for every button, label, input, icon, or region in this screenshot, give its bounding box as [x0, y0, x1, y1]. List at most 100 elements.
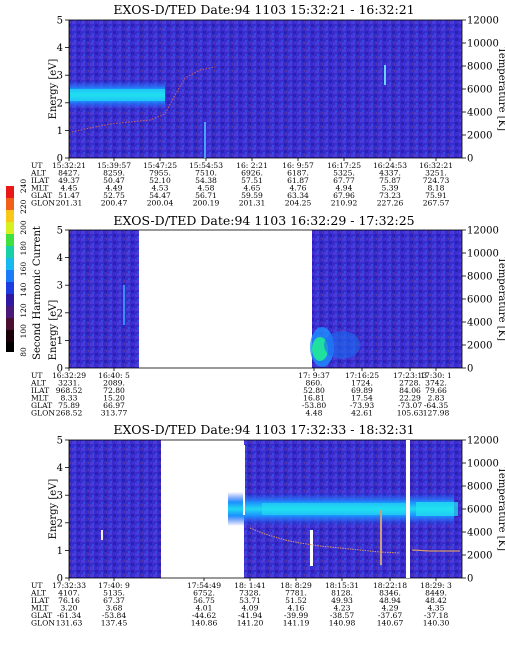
orbit-value: 141.20 — [237, 619, 264, 628]
orbit-value: 16:32:29 — [52, 371, 86, 380]
orbit-value: 79.66 — [425, 386, 447, 395]
temperature-tick-label: 0 — [467, 574, 473, 585]
orbit-value: 200.47 — [101, 199, 128, 208]
temperature-ticks: 0 2000 4000 6000 8000 10000 12000 — [462, 436, 499, 585]
energy-ticks: 0 1 2 3 4 5 — [57, 226, 69, 375]
orbit-value: -41.94 — [238, 611, 262, 620]
temperature-tick-label: 8000 — [467, 272, 492, 283]
orbit-value: 724.73 — [423, 176, 450, 185]
temperature-tick-label: 8000 — [467, 62, 492, 73]
energy-axis-label: Energy [eV] — [48, 479, 59, 540]
orbit-row-label: MLT — [31, 604, 48, 613]
orbit-value: 52.80 — [303, 386, 325, 395]
spike-mark — [101, 530, 103, 540]
orbit-value: 59.59 — [241, 191, 263, 200]
spike-mark — [384, 65, 386, 85]
orbit-row-label: UT — [31, 371, 42, 380]
colorbar-tick-label: 180 — [19, 241, 28, 256]
orbit-row-label: ILAT — [31, 176, 49, 185]
orbit-value: 15.20 — [103, 394, 125, 403]
orbit-row-label: ILAT — [31, 596, 49, 605]
energy-axis-label: Energy [eV] — [48, 300, 59, 361]
orbit-row-label: UT — [31, 581, 42, 590]
orbit-value: 8.33 — [61, 394, 78, 403]
orbit-value: 8.18 — [428, 184, 445, 193]
orbit-value: 227.26 — [377, 199, 404, 208]
orbit-value: 4.58 — [198, 184, 215, 193]
orbit-value: 2089. — [103, 379, 125, 388]
temperature-axis-label: Temperature [K] — [496, 47, 505, 131]
orbit-value: 51.52 — [285, 596, 307, 605]
temperature-tick-label: 2000 — [467, 131, 492, 142]
orbit-value: 22.29 — [399, 394, 421, 403]
orbit-value: -61.34 — [57, 611, 81, 620]
orbit-value: 15:54:53 — [189, 161, 223, 170]
orbit-value: 17: 9:37 — [298, 371, 330, 380]
temperature-tick-label: 10000 — [467, 249, 499, 260]
orbit-value: 48.94 — [379, 596, 401, 605]
orbit-value: 4.45 — [61, 184, 78, 193]
orbit-value: 51.47 — [58, 191, 80, 200]
orbit-value: 15:39:57 — [97, 161, 131, 170]
orbit-value: 8427. — [58, 169, 80, 178]
orbit-table: UTALTILATMLTGLATGLON16:32:293231.968.528… — [30, 368, 452, 418]
spectrogram-area — [69, 230, 139, 368]
orbit-row-label: MLT — [31, 184, 48, 193]
orbit-value: 6187. — [287, 169, 309, 178]
temperature-ticks: 0 2000 4000 6000 8000 10000 12000 — [462, 226, 499, 375]
orbit-value: 17:16:25 — [345, 371, 379, 380]
orbit-value: 4.29 — [382, 604, 399, 613]
orbit-value: 57.51 — [241, 176, 263, 185]
orbit-value: 140.98 — [329, 619, 356, 628]
orbit-value: 3231. — [58, 379, 80, 388]
orbit-value: -44.62 — [192, 611, 216, 620]
orbit-value: 16: 2:21 — [236, 161, 268, 170]
orbit-value: 313.77 — [101, 409, 128, 418]
colorbar-tick-label: 220 — [19, 199, 28, 214]
temperature-tick-label: 8000 — [467, 482, 492, 493]
orbit-value: 7510. — [195, 169, 217, 178]
orbit-value: 3.20 — [61, 604, 78, 613]
orbit-value: 201.31 — [239, 199, 266, 208]
orbit-value: 4107. — [58, 589, 80, 598]
colorbar-ticks: 80 100 120 140 160 180 200 220 240 — [19, 179, 28, 357]
energy-tick-label: 0 — [57, 574, 63, 585]
orbit-value: 69.89 — [351, 386, 373, 395]
temperature-tick-label: 0 — [467, 154, 473, 165]
energy-tick-label: 2 — [57, 308, 63, 319]
orbit-row-label: GLON — [31, 409, 55, 418]
colorbar-tick-label: 140 — [19, 282, 28, 297]
spike-mark — [243, 445, 245, 515]
spike-mark — [204, 122, 206, 158]
energy-tick-label: 4 — [57, 253, 63, 264]
orbit-value: 48.42 — [425, 596, 447, 605]
orbit-table: UTALTILATMLTGLATGLON15:32:218427.49.374.… — [30, 158, 453, 208]
temperature-tick-label: 2000 — [467, 551, 492, 562]
orbit-value: 4337. — [379, 169, 401, 178]
orbit-value: 52.75 — [103, 191, 125, 200]
orbit-row-label: GLAT — [31, 191, 52, 200]
temperature-trace — [411, 549, 460, 552]
orbit-value: 76.16 — [58, 596, 80, 605]
data-gap — [406, 440, 410, 578]
colorbar-tick-label: 120 — [19, 303, 28, 318]
orbit-value: 61.87 — [287, 176, 309, 185]
orbit-value: 49.93 — [331, 596, 353, 605]
orbit-value: -73.93 — [350, 401, 374, 410]
orbit-value: -73.07 — [398, 401, 422, 410]
temperature-tick-label: 0 — [467, 364, 473, 375]
orbit-value: 66.97 — [103, 401, 125, 410]
orbit-value: 7955. — [149, 169, 171, 178]
energy-tick-label: 5 — [57, 226, 63, 237]
temperature-tick-label: 12000 — [467, 16, 499, 27]
orbit-value: 75.89 — [58, 401, 80, 410]
orbit-value: 56.75 — [193, 596, 215, 605]
orbit-row-label: MLT — [31, 394, 48, 403]
orbit-value: 200.04 — [147, 199, 174, 208]
temperature-tick-label: 10000 — [467, 39, 499, 50]
energy-ticks: 0 1 2 3 4 5 — [57, 16, 69, 165]
temperature-tick-label: 6000 — [467, 295, 492, 306]
orbit-value: 141.19 — [283, 619, 310, 628]
orbit-value: 267.57 — [423, 199, 450, 208]
orbit-value: -37.67 — [378, 611, 402, 620]
